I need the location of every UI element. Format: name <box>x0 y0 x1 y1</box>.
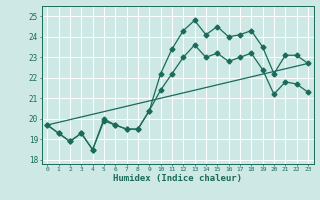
X-axis label: Humidex (Indice chaleur): Humidex (Indice chaleur) <box>113 174 242 183</box>
